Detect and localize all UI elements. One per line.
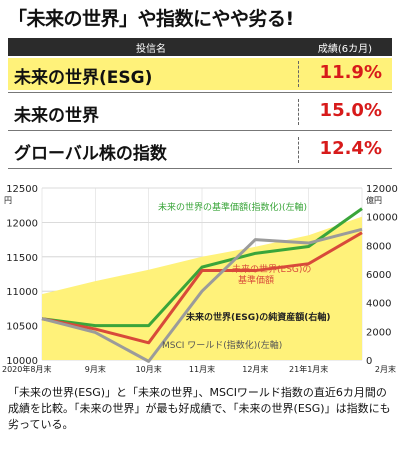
fund-name: グローバル株の指数 (14, 144, 167, 164)
series-line (41, 231, 363, 345)
series-label-line: 基準価額 (238, 274, 274, 286)
caption: 「未来の世界(ESG)」と「未来の世界」、MSCIワールド指数の直近6カ月間の成… (8, 386, 391, 431)
x-tick-label: 2月末 (375, 364, 396, 374)
y-right-tick-label: 4000 (366, 299, 391, 310)
table-row: 未来の世界 15.0% (8, 96, 392, 128)
y-left-unit-label: 円 (4, 196, 12, 205)
series-labels: 未来の世界の基準価額(指数化)(左軸)未来の世界(ESG)の基準価額未来の世界(… (158, 201, 330, 351)
column-divider (298, 61, 299, 87)
table-header: 投信名 成績(6カ月) (8, 38, 392, 56)
x-tick-label: 21年1月末 (289, 364, 328, 374)
series-line (41, 207, 363, 328)
column-header-fund-name: 投信名 (136, 44, 166, 55)
table-row: 未来の世界(ESG) 11.9% (8, 58, 392, 90)
column-header-performance: 成績(6カ月) (317, 44, 373, 55)
fund-performance: 11.9% (319, 62, 382, 83)
page-title: 「未来の世界」や指数にやや劣る! (8, 8, 294, 30)
x-tick-label: 2020年8月末 (2, 364, 51, 374)
series-lines (41, 207, 363, 363)
x-tick-label: 9月末 (85, 364, 106, 374)
table-row: グローバル株の指数 12.4% (8, 134, 392, 166)
y-right-tick-label: 0 (366, 356, 372, 367)
y-right-tick-label: 10000 (366, 213, 398, 224)
y-left-tick-label: 12000 (6, 218, 38, 229)
y-right-tick-label: 6000 (366, 270, 391, 281)
y-right-tick-label: 2000 (366, 327, 391, 338)
series-label: 未来の世界(ESG)の基準価額 (232, 263, 311, 286)
column-divider (298, 137, 299, 163)
y-left-tick-label: 11500 (6, 253, 38, 264)
x-tick-label: 10月末 (136, 364, 162, 374)
y-left-tick-label: 10500 (6, 322, 38, 333)
column-divider (298, 99, 299, 125)
fund-name: 未来の世界(ESG) (14, 68, 153, 88)
series-label: 未来の世界(ESG)の純資産額(右軸) (185, 311, 330, 323)
y-left-tick-label: 10000 (6, 356, 38, 367)
y-right-unit-label: 億円 (366, 195, 382, 205)
row-divider (8, 92, 392, 93)
row-divider (8, 130, 392, 131)
series-line (41, 227, 363, 363)
fund-performance: 15.0% (319, 100, 382, 121)
y-right-tick-label: 8000 (366, 241, 391, 252)
y-left-tick-label: 11000 (6, 287, 38, 298)
series-label-line: 未来の世界(ESG)の (232, 263, 311, 275)
series-label: 未来の世界の基準価額(指数化)(左軸) (158, 201, 307, 213)
fund-name: 未来の世界 (14, 106, 99, 126)
y-right-tick-label: 12000 (366, 184, 398, 195)
fund-performance: 12.4% (319, 138, 382, 159)
row-divider (8, 168, 392, 169)
x-tick-label: 12月末 (242, 364, 268, 374)
series-label: MSCI ワールド(指数化)(左軸) (162, 339, 282, 351)
y-left-tick-label: 12500 (6, 184, 38, 195)
x-tick-label: 11月末 (189, 364, 215, 374)
